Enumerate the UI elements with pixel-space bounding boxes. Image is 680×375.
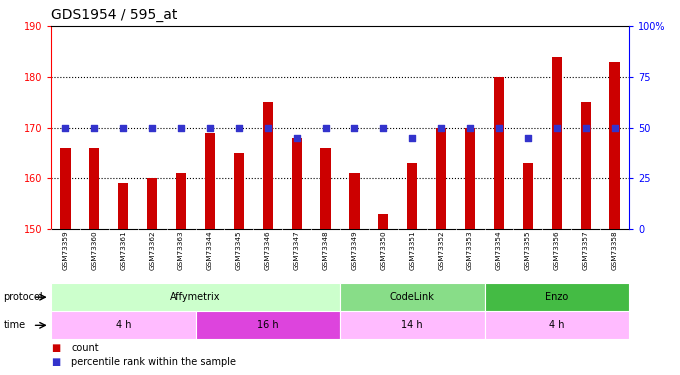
- Point: [580, 124, 591, 130]
- Text: protocol: protocol: [3, 292, 43, 302]
- Bar: [51, 311, 196, 339]
- Point: [436, 124, 447, 130]
- Point: [175, 124, 186, 130]
- Point: [349, 124, 360, 130]
- Point: [320, 124, 331, 130]
- Text: GSM73357: GSM73357: [583, 230, 589, 270]
- Bar: [407, 163, 418, 229]
- Text: 14 h: 14 h: [401, 320, 423, 330]
- Bar: [89, 148, 99, 229]
- Text: CodeLink: CodeLink: [390, 292, 435, 302]
- Text: GSM73350: GSM73350: [380, 230, 386, 270]
- Text: Affymetrix: Affymetrix: [170, 292, 221, 302]
- Text: GSM73345: GSM73345: [236, 230, 242, 270]
- Point: [60, 124, 71, 130]
- Bar: [118, 183, 129, 229]
- Point: [464, 124, 475, 130]
- Bar: [436, 128, 446, 229]
- Text: Enzo: Enzo: [545, 292, 568, 302]
- Text: GSM73360: GSM73360: [91, 230, 97, 270]
- Text: 4 h: 4 h: [549, 320, 564, 330]
- Text: GSM73353: GSM73353: [467, 230, 473, 270]
- Point: [205, 124, 216, 130]
- Text: 4 h: 4 h: [116, 320, 131, 330]
- Bar: [176, 173, 186, 229]
- Text: GSM73348: GSM73348: [322, 230, 328, 270]
- Text: GDS1954 / 595_at: GDS1954 / 595_at: [51, 9, 177, 22]
- Bar: [292, 138, 302, 229]
- Text: GSM73349: GSM73349: [352, 230, 358, 270]
- Text: GSM73356: GSM73356: [554, 230, 560, 270]
- Text: GSM73361: GSM73361: [120, 230, 126, 270]
- Text: ■: ■: [51, 343, 61, 353]
- Text: GSM73363: GSM73363: [178, 230, 184, 270]
- Point: [89, 124, 100, 130]
- Text: ■: ■: [51, 357, 61, 368]
- Text: GSM73359: GSM73359: [63, 230, 69, 270]
- Bar: [340, 311, 484, 339]
- Bar: [320, 148, 330, 229]
- Text: 16 h: 16 h: [257, 320, 279, 330]
- Text: GSM73351: GSM73351: [409, 230, 415, 270]
- Text: GSM73354: GSM73354: [496, 230, 502, 270]
- Bar: [378, 214, 388, 229]
- Point: [407, 135, 418, 141]
- Bar: [523, 163, 533, 229]
- Point: [494, 124, 505, 130]
- Point: [551, 124, 562, 130]
- Bar: [147, 178, 157, 229]
- Bar: [494, 77, 504, 229]
- Bar: [262, 102, 273, 229]
- Point: [147, 124, 158, 130]
- Point: [118, 124, 129, 130]
- Bar: [465, 128, 475, 229]
- Text: GSM73344: GSM73344: [207, 230, 213, 270]
- Bar: [609, 62, 619, 229]
- Point: [262, 124, 273, 130]
- Text: GSM73346: GSM73346: [265, 230, 271, 270]
- Bar: [581, 102, 591, 229]
- Point: [233, 124, 244, 130]
- Bar: [350, 173, 360, 229]
- Text: percentile rank within the sample: percentile rank within the sample: [71, 357, 237, 368]
- Point: [609, 124, 620, 130]
- Bar: [484, 311, 629, 339]
- Text: GSM73352: GSM73352: [438, 230, 444, 270]
- Bar: [234, 153, 244, 229]
- Point: [378, 124, 389, 130]
- Bar: [196, 311, 340, 339]
- Text: GSM73362: GSM73362: [149, 230, 155, 270]
- Text: GSM73358: GSM73358: [611, 230, 617, 270]
- Bar: [484, 283, 629, 311]
- Text: GSM73355: GSM73355: [525, 230, 531, 270]
- Point: [291, 135, 302, 141]
- Bar: [61, 148, 71, 229]
- Bar: [340, 283, 484, 311]
- Bar: [51, 283, 340, 311]
- Bar: [551, 57, 562, 229]
- Text: count: count: [71, 343, 99, 353]
- Bar: [205, 133, 215, 229]
- Text: GSM73347: GSM73347: [294, 230, 300, 270]
- Point: [522, 135, 533, 141]
- Text: time: time: [3, 320, 26, 330]
